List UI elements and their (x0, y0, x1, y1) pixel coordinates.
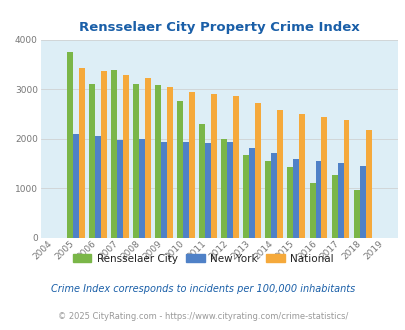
Bar (199, 124, 205, 238)
Legend: Rensselaer City, New York, National: Rensselaer City, New York, National (68, 249, 337, 268)
Bar (293, 159, 298, 238)
Bar (265, 161, 271, 238)
Bar (277, 110, 283, 238)
Bar (161, 142, 167, 238)
Bar (145, 78, 151, 238)
Bar (249, 148, 255, 238)
Bar (101, 71, 107, 238)
Bar (331, 175, 337, 238)
Bar (123, 75, 129, 238)
Text: © 2025 CityRating.com - https://www.cityrating.com/crime-statistics/: © 2025 CityRating.com - https://www.city… (58, 313, 347, 321)
Bar (232, 96, 239, 238)
Bar (271, 153, 277, 238)
Bar (117, 140, 123, 238)
Bar (315, 161, 321, 238)
Bar (321, 117, 326, 238)
Bar (79, 68, 85, 238)
Bar (139, 139, 145, 238)
Bar (227, 142, 232, 238)
Bar (343, 120, 349, 238)
Bar (364, 130, 371, 238)
Text: Crime Index corresponds to incidents per 100,000 inhabitants: Crime Index corresponds to incidents per… (51, 284, 354, 294)
Bar (211, 94, 217, 238)
Bar (155, 85, 161, 238)
Bar (111, 70, 117, 238)
Bar (221, 139, 227, 238)
Bar (309, 183, 315, 238)
Bar (177, 102, 183, 238)
Bar (133, 84, 139, 238)
Bar (359, 166, 364, 238)
Bar (243, 155, 249, 238)
Bar (205, 143, 211, 238)
Bar (255, 103, 260, 238)
Bar (95, 136, 101, 238)
Bar (337, 163, 343, 238)
Title: Rensselaer City Property Crime Index: Rensselaer City Property Crime Index (79, 21, 359, 34)
Bar (167, 86, 173, 238)
Bar (298, 114, 305, 238)
Bar (189, 92, 195, 238)
Bar (73, 134, 79, 238)
Bar (353, 189, 359, 238)
Bar (89, 84, 95, 238)
Bar (67, 52, 73, 238)
Bar (183, 142, 189, 238)
Bar (287, 167, 293, 238)
